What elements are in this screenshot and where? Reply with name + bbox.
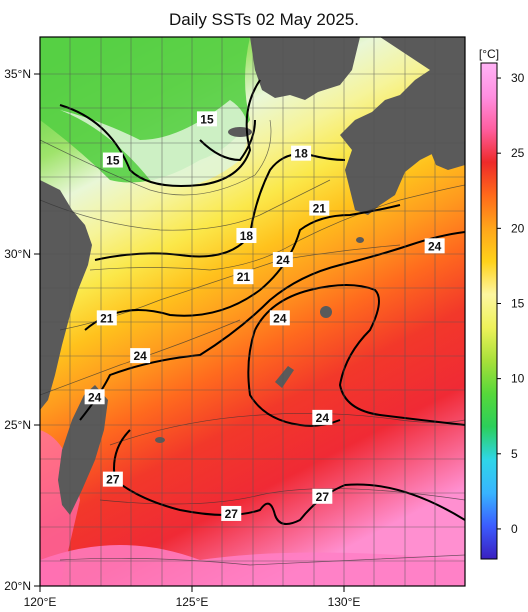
- colorbar-tick-label: 0: [511, 522, 518, 536]
- contour-label-21: 21: [309, 200, 330, 216]
- contour-15: [59, 79, 261, 187]
- japan-land: [340, 37, 465, 215]
- svg-text:24: 24: [88, 390, 102, 404]
- svg-text:27: 27: [316, 490, 330, 504]
- lat-label-35: 35°N: [4, 67, 31, 81]
- lon-label-130: 130°E: [328, 595, 361, 609]
- colorbar: [°C] 30 25 20 15 10 5 0: [479, 47, 525, 560]
- lat-label-30: 30°N: [4, 247, 31, 261]
- svg-text:15: 15: [106, 154, 120, 168]
- taiwan-land: [58, 385, 108, 515]
- colorbar-tick-label: 20: [511, 221, 525, 235]
- contour-label-18: 18: [291, 145, 312, 161]
- contour-label-27: 27: [102, 471, 123, 487]
- contour-24-west: [247, 329, 341, 427]
- contour-21: [84, 204, 401, 331]
- contour-label-27: 27: [221, 505, 242, 521]
- colorbar-unit: [°C]: [479, 47, 499, 61]
- zhoushan-island: [40, 205, 52, 215]
- contour-labels: 15 15 18 21 18 24 24 21 21 24 24 24 24 27 27 27: [84, 111, 445, 521]
- colorbar-tick-label: 5: [511, 447, 518, 461]
- yakushima-island: [356, 237, 364, 243]
- lat-label-25: 25°N: [4, 418, 31, 432]
- contour-label-24: 24: [130, 348, 151, 364]
- china-land: [40, 180, 92, 410]
- svg-text:24: 24: [276, 253, 290, 267]
- svg-text:27: 27: [106, 473, 120, 487]
- lon-label-120: 120°E: [24, 595, 57, 609]
- map-title: Daily SSTs 02 May 2025.: [169, 10, 359, 29]
- svg-text:24: 24: [133, 349, 147, 363]
- jeju-island: [228, 127, 252, 137]
- colorbar-tick-label: 15: [511, 296, 525, 310]
- contour-label-18: 18: [236, 228, 257, 244]
- contour-27: [113, 429, 465, 525]
- contour-label-15: 15: [196, 111, 217, 127]
- contour-label-27: 27: [312, 488, 333, 504]
- svg-text:27: 27: [225, 507, 239, 521]
- contour-label-24: 24: [272, 252, 293, 268]
- svg-text:15: 15: [200, 112, 214, 126]
- graticule: [40, 37, 465, 586]
- contour-label-24: 24: [84, 389, 105, 405]
- contour-24-north: [79, 231, 465, 421]
- contour-24-loop: [254, 284, 465, 426]
- svg-text:24: 24: [273, 311, 287, 325]
- contour-15b: [199, 119, 256, 162]
- yaeyama-island: [155, 437, 165, 443]
- okinawa-island: [275, 366, 294, 388]
- svg-text:21: 21: [100, 311, 114, 325]
- svg-text:18: 18: [240, 229, 254, 243]
- svg-text:24: 24: [316, 411, 330, 425]
- shikoku-land: [430, 140, 465, 170]
- colorbar-tick-label: 25: [511, 146, 525, 160]
- amami-island: [320, 306, 332, 318]
- bold-contours: [59, 79, 465, 525]
- svg-text:21: 21: [237, 270, 251, 284]
- lat-label-20: 20°N: [4, 579, 31, 593]
- colorbar-tick-label: 10: [511, 372, 525, 386]
- svg-text:21: 21: [313, 202, 327, 216]
- contour-label-15: 15: [102, 152, 123, 168]
- colorbar-scale: [480, 62, 498, 560]
- contour-label-24: 24: [312, 409, 333, 425]
- svg-text:24: 24: [428, 239, 442, 253]
- colorbar-tick-label: 30: [511, 71, 525, 85]
- contour-label-24: 24: [424, 238, 445, 254]
- map-frame: [39, 36, 466, 587]
- contour-label-24: 24: [269, 310, 290, 326]
- warm-water-patch: [40, 545, 465, 586]
- svg-text:18: 18: [294, 147, 308, 161]
- contour-label-21: 21: [233, 269, 254, 285]
- axis-ticks: [34, 73, 345, 592]
- contour-label-21: 21: [96, 310, 117, 326]
- colorbar-ticks: 30 25 20 15 10 5 0: [497, 71, 525, 536]
- korea-land: [250, 37, 360, 100]
- lon-label-125: 125°E: [176, 595, 209, 609]
